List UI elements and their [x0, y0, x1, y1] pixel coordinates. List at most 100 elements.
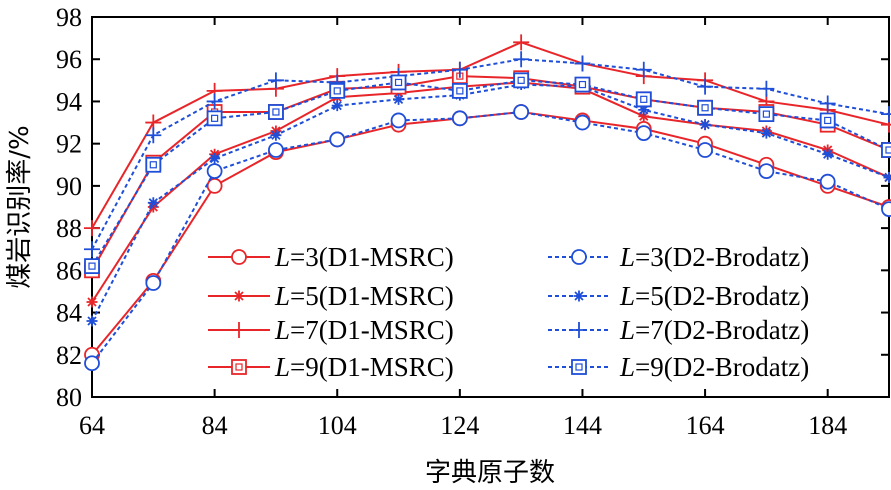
data-point [84, 220, 100, 237]
legend-label: L=9(D2-Brodatz) [619, 352, 809, 382]
data-point [451, 110, 468, 127]
data-point [758, 163, 775, 180]
data-point-inner [824, 116, 832, 125]
data-point-outer [206, 110, 223, 127]
data-point [513, 72, 530, 89]
legend-swatch-marker-outer [231, 359, 247, 375]
data-point [145, 156, 162, 173]
y-axis-title: 煤岩识别率/% [5, 125, 35, 288]
legend-label: L=5(D2-Brodatz) [619, 281, 809, 311]
data-point [758, 106, 775, 123]
data-point-outer [574, 76, 591, 93]
data-point [390, 112, 407, 129]
legend-label: L=3(D2-Brodatz) [619, 242, 809, 272]
legend-entry: L=7(D1-MSRC) [208, 315, 454, 345]
series-line [91, 75, 890, 271]
data-point-outer [635, 91, 652, 108]
series-line [91, 83, 890, 322]
x-axis-title: 字典原子数 [425, 458, 555, 488]
legend-swatch-marker [231, 249, 247, 265]
legend-label: L=3(D1-MSRC) [274, 242, 454, 272]
data-point [697, 78, 714, 95]
data-point-outer [758, 106, 775, 123]
x-ticks: 64 84 104 124 144 164 184 [79, 17, 847, 440]
x-tick-label: 144 [563, 411, 602, 440]
legend-label-text: =3(D2-Brodatz) [635, 242, 809, 272]
data-point [819, 173, 836, 190]
data-point [760, 127, 772, 139]
legend-swatch-marker [231, 322, 247, 338]
legend-label-prefix: L [274, 242, 290, 272]
data-point-inner [762, 110, 770, 118]
legend-label: L=9(D1-MSRC) [274, 352, 454, 382]
data-point [513, 34, 530, 51]
series-line [91, 81, 890, 303]
data-point [84, 355, 100, 372]
legend-label-text: =9(D1-MSRC) [290, 352, 454, 382]
data-point [267, 72, 284, 89]
x-tick-label: 184 [808, 411, 847, 440]
data-point [268, 104, 284, 120]
series-line [91, 41, 890, 229]
data-point [881, 106, 891, 123]
y-tick-label: 84 [56, 299, 82, 328]
legend-label-text: =5(D2-Brodatz) [635, 281, 809, 311]
data-point [574, 114, 591, 131]
data-point-outer [451, 82, 468, 99]
data-point [145, 275, 162, 291]
data-point [451, 82, 468, 99]
data-point-inner [149, 161, 157, 169]
data-point [819, 112, 836, 129]
data-point [758, 80, 775, 97]
data-point [329, 82, 346, 99]
data-point-inner [394, 78, 403, 87]
data-point [206, 93, 223, 110]
legend-label-text: =7(D2-Brodatz) [635, 315, 809, 345]
data-point [84, 241, 100, 258]
y-tick-label: 96 [56, 45, 82, 74]
data-point [881, 201, 891, 218]
data-point [270, 129, 282, 141]
data-point [206, 163, 223, 180]
y-ticks: 80 82 84 86 88 90 92 94 96 98 [56, 3, 889, 412]
data-point-inner [885, 146, 891, 154]
data-point-outer [268, 104, 284, 120]
legend-swatch-marker [571, 249, 587, 265]
x-tick-label: 164 [686, 411, 725, 440]
data-point-inner [211, 114, 219, 122]
legend-entry: L=9(D2-Brodatz) [548, 352, 809, 382]
legend-label-text: =3(D1-MSRC) [290, 242, 454, 272]
data-point-outer [84, 258, 100, 275]
data-point-outer [819, 112, 836, 129]
legend-label-text: =5(D1-MSRC) [290, 281, 454, 311]
data-point [513, 104, 530, 120]
series-5 [84, 104, 891, 372]
data-point [635, 125, 652, 142]
x-tick-label: 84 [202, 411, 228, 440]
legend-swatch-marker [571, 322, 587, 338]
data-point-inner [88, 262, 96, 270]
data-point-inner [701, 104, 709, 112]
data-point [390, 74, 407, 91]
legend-entry: L=3(D1-MSRC) [208, 242, 454, 272]
data-point [697, 142, 713, 158]
data-point [635, 61, 652, 78]
legend-entry: L=5(D1-MSRC) [208, 281, 454, 311]
x-tick-label: 104 [318, 411, 357, 440]
series-layer [84, 34, 891, 372]
y-tick-label: 80 [56, 383, 82, 412]
legend-label-prefix: L [274, 352, 290, 382]
data-point-inner [517, 76, 525, 84]
data-point-inner [333, 87, 341, 95]
series-line [91, 79, 890, 267]
x-tick-label: 124 [440, 411, 479, 440]
legend-swatch-marker-outer [571, 359, 587, 375]
data-point [393, 93, 405, 105]
legend-entry: L=3(D2-Brodatz) [548, 242, 809, 272]
legend-swatch-marker [233, 290, 245, 302]
legend-entry: L=7(D2-Brodatz) [548, 315, 809, 345]
series-line [91, 110, 890, 364]
y-tick-label: 92 [56, 130, 82, 159]
data-point [881, 142, 891, 158]
data-point [451, 61, 468, 78]
